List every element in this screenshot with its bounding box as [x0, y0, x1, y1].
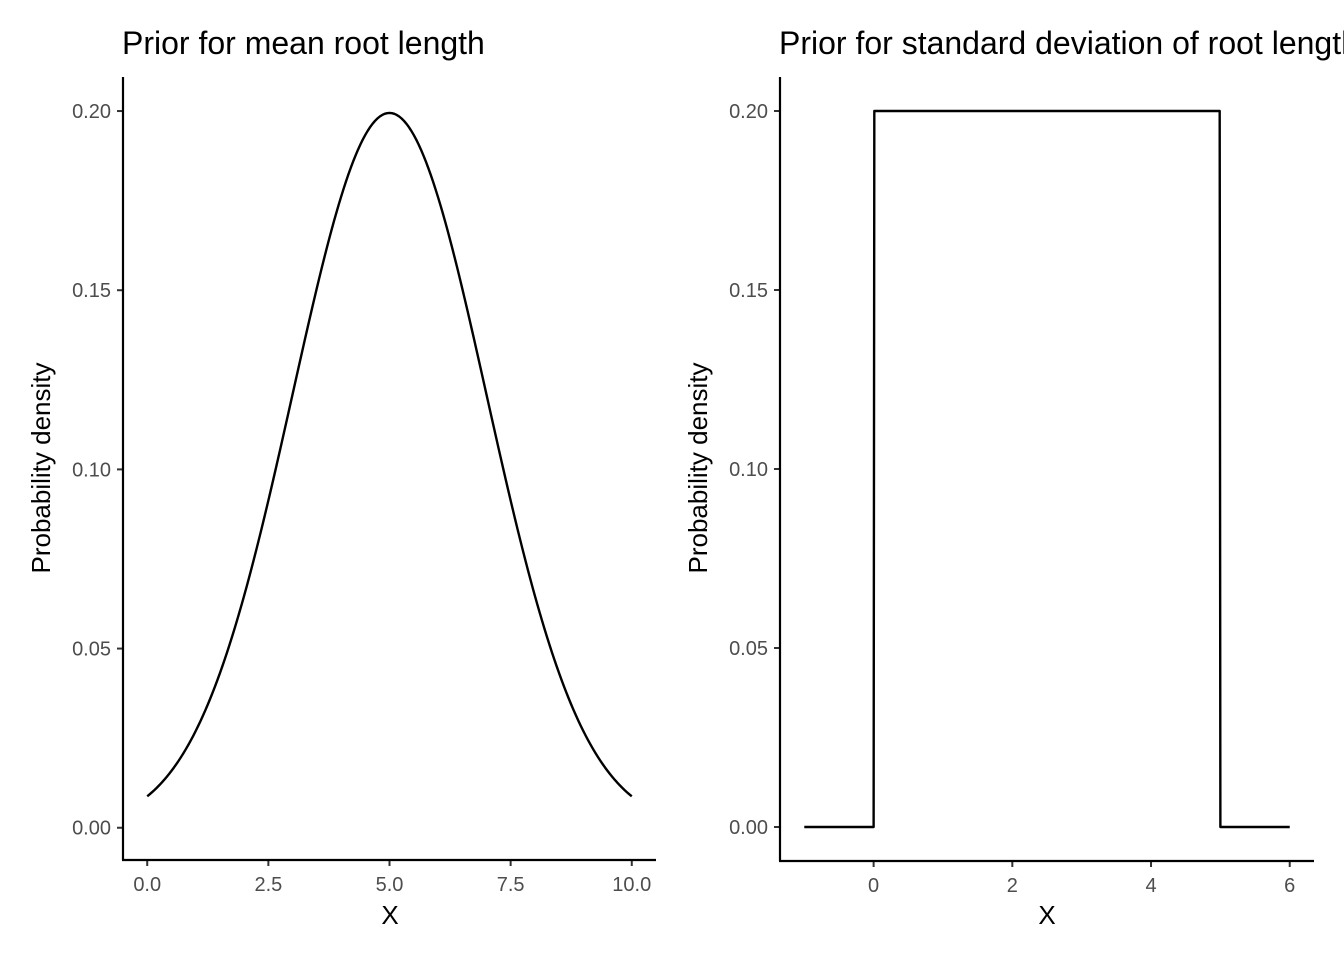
y-tick-label: 0.10 — [729, 459, 768, 481]
panel-mean-root-length: Prior for mean root length 0.000.050.100… — [26, 25, 656, 930]
y-tick-label: 0.05 — [729, 638, 768, 660]
panel-sd-root-length: Prior for standard deviation of root len… — [683, 25, 1344, 930]
x-tick-label: 0 — [868, 875, 879, 897]
x-tick-label: 2 — [1007, 875, 1018, 897]
y-tick-label: 0.20 — [729, 101, 768, 123]
y-tick-label: 0.20 — [72, 101, 111, 123]
y-tick-label: 0.00 — [729, 817, 768, 839]
density-line — [804, 109, 1290, 829]
x-tick-label: 6 — [1284, 875, 1295, 897]
density-line — [146, 111, 633, 798]
y-tick-label: 0.10 — [72, 459, 111, 481]
x-tick-label: 2.5 — [254, 874, 282, 896]
y-tick-label: 0.05 — [72, 639, 111, 661]
y-tick-label: 0.15 — [72, 280, 111, 302]
x-tick-label: 7.5 — [497, 874, 525, 896]
x-axis-title: X — [1038, 900, 1055, 930]
x-tick-label: 4 — [1145, 875, 1156, 897]
y-axis-title: Probability density — [26, 363, 56, 574]
y-tick-label: 0.00 — [72, 818, 111, 840]
y-tick-label: 0.15 — [729, 280, 768, 302]
x-tick-label: 10.0 — [612, 874, 651, 896]
plot-area: 0.00 0.05 0.10 0.15 0.20 0 2 4 6 — [729, 101, 1295, 897]
x-axis-title: X — [381, 900, 398, 930]
plot-area: 0.00 0.05 0.10 0.15 0.20 0.0 2.5 5.0 7.5 10.0 — [72, 101, 651, 896]
x-tick-label: 5.0 — [376, 874, 404, 896]
chart-title: Prior for standard deviation of root len… — [779, 25, 1344, 61]
x-tick-label: 0.0 — [133, 874, 161, 896]
chart-title: Prior for mean root length — [122, 25, 485, 61]
y-axis-title: Probability density — [683, 363, 713, 574]
